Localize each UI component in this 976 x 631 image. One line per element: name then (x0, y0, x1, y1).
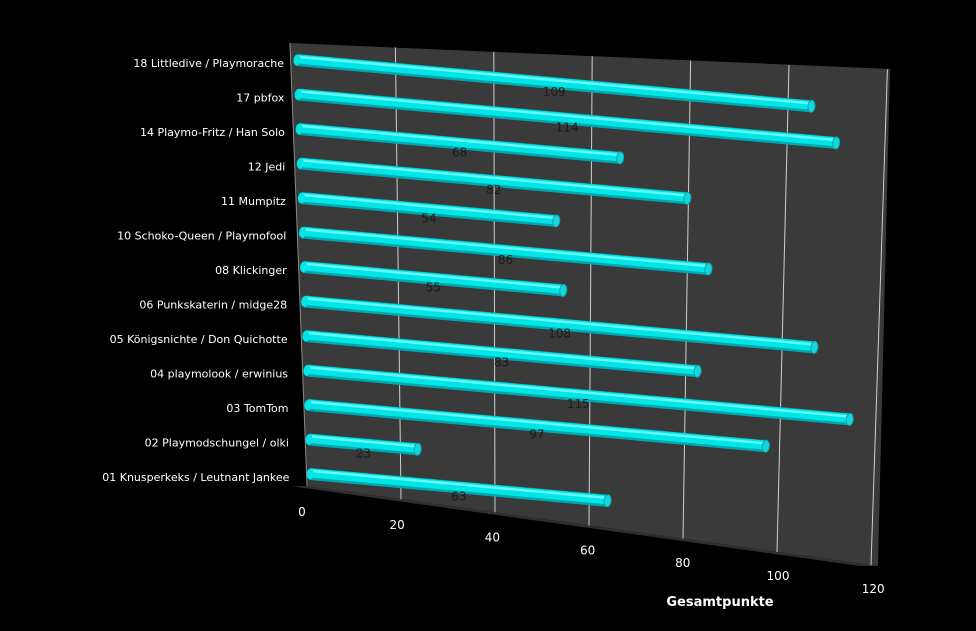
category-label: 04 playmolook / erwinius (150, 368, 288, 381)
category-label: 14 Playmo-Fritz / Han Solo (140, 126, 285, 139)
category-label: 12 Jedi (248, 161, 286, 174)
category-label: 03 TomTom (226, 402, 288, 415)
data-label-05-k-nigsnichte-don-quichotte: 83 (494, 356, 509, 370)
bars: 109 114 68 82 54 86 55 108 83 115 97 23 63 (293, 54, 854, 508)
category-label: 18 Littledive / Playmorache (133, 57, 284, 70)
data-label-18-littledive-playmorache: 109 (543, 85, 566, 99)
bar-01-knusperkeks-leutnant-jankee (306, 468, 612, 508)
bar-02-playmodschungel-olki (305, 433, 422, 456)
bar-05-k-nigsnichte-don-quichotte (302, 330, 702, 378)
bar-04-playmolook-erwinius (303, 364, 854, 426)
data-label-08-klickinger: 55 (426, 281, 441, 295)
category-labels: 18 Littledive / Playmorache 17 pbfox 14 Pl… (102, 57, 289, 484)
data-label-12-jedi: 82 (486, 183, 501, 197)
bar-18-littledive-playmorache (293, 54, 816, 113)
chart-floor (290, 486, 878, 566)
bar-03-tomtom (304, 399, 770, 453)
wall-left-edge (289, 42, 308, 487)
data-label-14-playmo-fritz-han-solo: 68 (452, 145, 467, 159)
gridline-80 (682, 60, 692, 539)
data-label-01-knusperkeks-leutnant-jankee: 63 (451, 489, 466, 503)
x-tick-label-20: 20 (390, 518, 405, 532)
data-label-04-playmolook-erwinius: 115 (567, 397, 590, 411)
gridline-60 (588, 56, 593, 526)
x-tick-label-0: 0 (298, 505, 306, 519)
bar-11-mumpitz (297, 192, 561, 228)
data-label-02-playmodschungel-olki: 23 (356, 446, 371, 460)
x-tick-label-60: 60 (580, 543, 595, 557)
x-axis-title: Gesamtpunkte (666, 595, 773, 610)
bar-12-jedi (296, 157, 692, 205)
data-label-10-schoko-queen-playmofool: 86 (498, 253, 513, 267)
x-tick-label-40: 40 (485, 531, 500, 545)
category-label: 17 pbfox (236, 92, 285, 105)
bar-10-schoko-queen-playmofool (298, 226, 713, 276)
x-tick-labels: 0 20 40 60 80 100 120 (298, 505, 884, 596)
bar-14-playmo-fritz-han-solo (295, 123, 625, 165)
gridline-120 (870, 69, 888, 566)
bar-08-klickinger (300, 261, 568, 297)
category-label: 06 Punkskaterin / midge28 (139, 299, 287, 312)
gridline-100 (776, 64, 790, 553)
category-label: 10 Schoko-Queen / Playmofool (117, 230, 286, 243)
bar-17-pbfox (294, 88, 841, 150)
x-tick-label-100: 100 (767, 569, 790, 583)
bar-06-punkskaterin-midge28 (301, 295, 819, 354)
category-label: 02 Playmodschungel / olki (145, 437, 289, 450)
data-label-06-punkskaterin-midge28: 108 (548, 326, 571, 340)
data-label-11-mumpitz: 54 (421, 211, 436, 225)
category-label: 08 Klickinger (215, 264, 287, 277)
category-label: 01 Knusperkeks / Leutnant Jankee (102, 471, 289, 484)
data-label-17-pbfox: 114 (556, 121, 579, 135)
data-label-03-tomtom: 97 (529, 428, 544, 442)
category-label: 05 Königsnichte / Don Quichotte (110, 333, 288, 346)
x-tick-label-80: 80 (675, 556, 690, 570)
category-label: 11 Mumpitz (221, 195, 286, 208)
x-tick-label-120: 120 (862, 582, 885, 596)
